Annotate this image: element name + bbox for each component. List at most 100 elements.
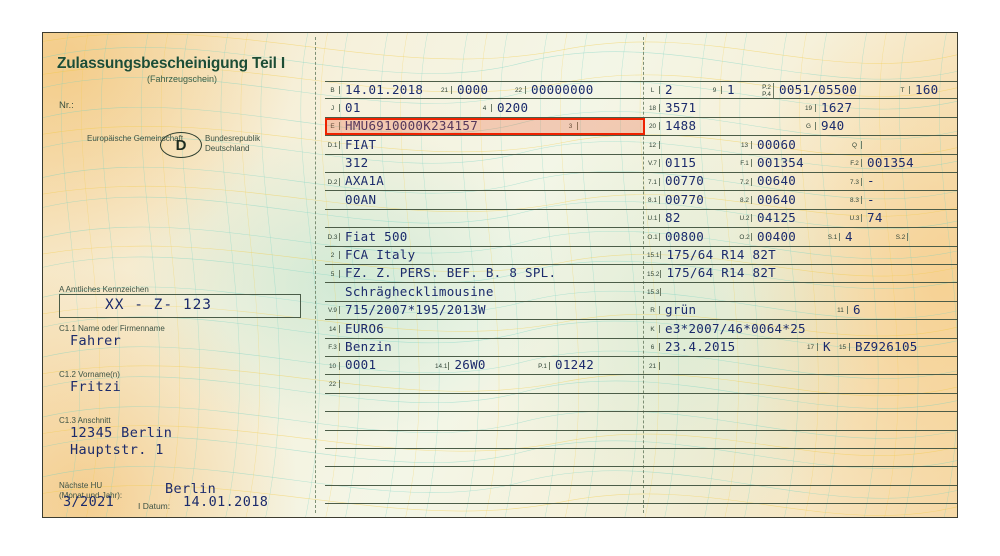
form-row [325, 467, 645, 486]
form-field-4: 4 0200 [477, 99, 643, 116]
field-code-label: T [895, 86, 910, 95]
field-code-label: 14 [325, 324, 340, 333]
field-code-label: R [645, 306, 660, 315]
field-code-label: S.2 [893, 232, 908, 241]
field-value: 00400 [757, 228, 797, 244]
form-field-13: 13 00060 [737, 136, 847, 153]
field-code-label [645, 457, 660, 458]
field-value: 6 [853, 302, 861, 318]
field-code-label: 22 [325, 380, 340, 389]
issuing-city-value: Berlin [165, 481, 217, 497]
firstname-value: Fritzi [70, 379, 122, 395]
form-row [645, 486, 957, 505]
form-field [325, 210, 643, 227]
field-code-label: F.2 [847, 159, 862, 168]
field-code-label: 13 [737, 140, 752, 149]
field-code-label: 2 [325, 251, 340, 260]
field-code-label: 19 [801, 104, 816, 113]
field-code-label: L [645, 86, 660, 95]
field-code-label [325, 512, 340, 513]
field-value: 00640 [757, 173, 797, 189]
form-field-F.1: F.1 001354 [737, 155, 847, 172]
field-code-label [325, 292, 340, 293]
field-code-label [325, 163, 340, 164]
form-field-S.1: S.1 4 [825, 228, 893, 245]
form-field: Schrägheck­limousine [325, 283, 643, 300]
field-code-label: K [645, 324, 660, 333]
form-field [325, 467, 643, 484]
field-code-label: P.1 [535, 361, 550, 370]
form-row: E HMU6910000K234157 3 [325, 117, 645, 137]
field-value: 00AN [345, 191, 377, 207]
form-row [325, 449, 645, 468]
form-field [645, 375, 957, 392]
form-row: 15.1 175/64 R14 82T [645, 247, 957, 265]
field-code-label: F.3 [325, 343, 340, 352]
field-code-label [325, 439, 340, 440]
field-value: 82 [665, 210, 681, 226]
form-field-E: E HMU6910000K234157 [325, 118, 563, 135]
field-value: AXA1A [345, 173, 385, 189]
field-code-label: V.9 [325, 306, 340, 315]
field-code-label [325, 494, 340, 495]
form-row [325, 210, 645, 229]
field-code-label [325, 218, 340, 219]
field-code-label: 7.2 [737, 177, 752, 186]
field-code-label: 15.2 [647, 269, 662, 278]
field-code-label: J [325, 104, 340, 113]
form-row [645, 412, 957, 431]
form-row [645, 449, 957, 468]
field-code-label [325, 402, 340, 403]
field-value: K [823, 339, 831, 355]
form-field-11: 11 6 [833, 302, 957, 319]
license-plate-box [59, 294, 301, 318]
form-row: D.3 Fiat 500 [325, 228, 645, 247]
field-code-label: 15 [835, 343, 850, 352]
field-code-label: 20 [645, 122, 660, 131]
field-value: Benzin [345, 339, 392, 355]
form-row: 7.1 00770 7.2 00640 7.3- [645, 173, 957, 192]
form-field-22: 22 00000000 [511, 82, 643, 98]
form-row: D.2 AXA1A [325, 173, 645, 192]
field-code-label: 9 [707, 86, 722, 95]
form-row: F.3 Benzin [325, 339, 645, 357]
next-inspection-label: Nächste HU (Monat und Jahr): [59, 481, 123, 500]
vehicle-data-column-middle: B 14.01.2018 21 0000 22 00000000 J 01 4 0200 E HMU6… [325, 33, 645, 517]
page-title: Zulassungsbescheinigung Teil I [57, 55, 285, 72]
field-value: 00060 [757, 136, 797, 152]
field-code-label: 17 [803, 343, 818, 352]
form-field-G: G 940 [801, 118, 957, 135]
vehicle-data-column-right: L 2 9 1 P.2 P.4 0051/05500 T 160 18 3571 19 1627 20 1… [645, 33, 957, 517]
field-value: e3*2007/46*0064*25 [665, 320, 806, 336]
perforation-line-left [315, 37, 316, 513]
issue-date-value: 14.01.2018 [183, 494, 269, 510]
form-field-21: 21 [645, 357, 957, 374]
form-field-8.2: 8.2 00640 [737, 191, 847, 208]
field-code-label: O.2 [737, 232, 752, 241]
form-row: 15.3 [645, 283, 957, 302]
form-row [325, 431, 645, 449]
form-field-18: 18 3571 [645, 99, 801, 116]
form-field-20: 20 1488 [645, 118, 801, 135]
form-field-10: 10 0001 [325, 357, 433, 374]
form-row: 6 23.4.2015 17 K 15 BZ926105 [645, 339, 957, 357]
field-code-label: P.2 P.4 [759, 82, 774, 98]
field-value: - [867, 173, 875, 189]
field-value: 04125 [757, 210, 797, 226]
form-field: 00AN [325, 191, 643, 208]
field-code-label [645, 420, 660, 421]
form-field-19: 19 1627 [801, 99, 957, 116]
holder-column: Zulassungsbescheinigung Teil I (Fahrzeug… [43, 33, 315, 517]
field-value: 2 [665, 81, 673, 97]
form-field-15.3: 15.3 [645, 283, 957, 300]
field-code-label: 15.1 [647, 251, 662, 260]
form-field [645, 394, 957, 411]
form-field-14: 14 EURO6 [325, 320, 643, 337]
next-inspection-value: 3/2021 [63, 494, 115, 510]
form-field-17: 17 K [803, 339, 835, 356]
field-code-label: G [801, 122, 816, 131]
form-row: O.1 00800 O.2 00400 S.1 4 S.2 [645, 228, 957, 247]
field-code-label: U.1 [645, 214, 660, 223]
form-field [325, 431, 643, 448]
